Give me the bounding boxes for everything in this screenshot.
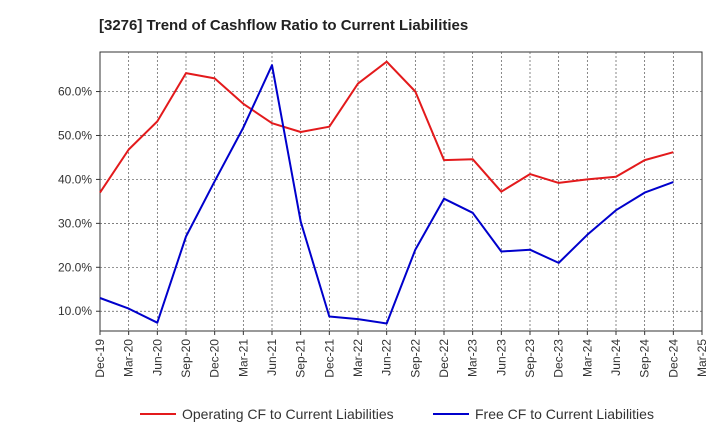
series-lines (99, 60, 674, 325)
x-tick-label: Dec-21 (322, 339, 336, 378)
legend: Operating CF to Current Liabilities Free … (140, 406, 654, 422)
x-tick-label: Mar-23 (466, 339, 480, 377)
y-tick-label: 30.0% (58, 216, 92, 230)
x-tick-label: Dec-19 (93, 339, 107, 378)
x-tick-label: Dec-22 (437, 339, 451, 378)
legend-label: Operating CF to Current Liabilities (182, 406, 394, 422)
x-axis: Dec-19 Mar-20 Jun-20 Sep-20 Dec-20 Mar-21 Jun-… (93, 331, 709, 378)
x-tick-label: Jun-22 (380, 339, 394, 376)
series-line-operating-cf (99, 60, 674, 194)
y-tick-label: 50.0% (58, 128, 92, 142)
x-tick-label: Sep-20 (179, 339, 193, 378)
x-tick-label: Dec-20 (208, 339, 222, 378)
x-tick-label: Jun-20 (150, 339, 164, 376)
x-tick-label: Mar-21 (236, 339, 250, 377)
x-tick-label: Dec-23 (552, 339, 566, 378)
legend-label: Free CF to Current Liabilities (475, 406, 654, 422)
x-tick-label: Jun-24 (609, 339, 623, 376)
y-tick-label: 60.0% (58, 85, 92, 99)
x-tick-label: Mar-20 (122, 339, 136, 377)
y-tick-label: 40.0% (58, 172, 92, 186)
y-tick-label: 20.0% (58, 260, 92, 274)
x-tick-label: Sep-23 (523, 339, 537, 378)
x-tick-label: Mar-22 (351, 339, 365, 377)
series-line-free-cf (99, 64, 674, 325)
y-tick-label: 10.0% (58, 304, 92, 318)
x-tick-label: Sep-21 (294, 339, 308, 378)
plot-area: 10.0% 20.0% 30.0% 40.0% 50.0% 60.0% Dec-19 Mar… (58, 51, 709, 378)
x-tick-label: Jun-23 (494, 339, 508, 376)
y-axis: 10.0% 20.0% 30.0% 40.0% 50.0% 60.0% (58, 85, 100, 318)
x-tick-label: Jun-21 (265, 339, 279, 376)
x-tick-label: Mar-25 (695, 339, 709, 377)
x-tick-label: Mar-24 (580, 339, 594, 377)
grid-lines (100, 52, 702, 331)
chart-title: [3276] Trend of Cashflow Ratio to Curren… (99, 17, 468, 34)
x-tick-label: Sep-24 (638, 339, 652, 378)
x-tick-label: Sep-22 (408, 339, 422, 378)
x-tick-label: Dec-24 (666, 339, 680, 378)
